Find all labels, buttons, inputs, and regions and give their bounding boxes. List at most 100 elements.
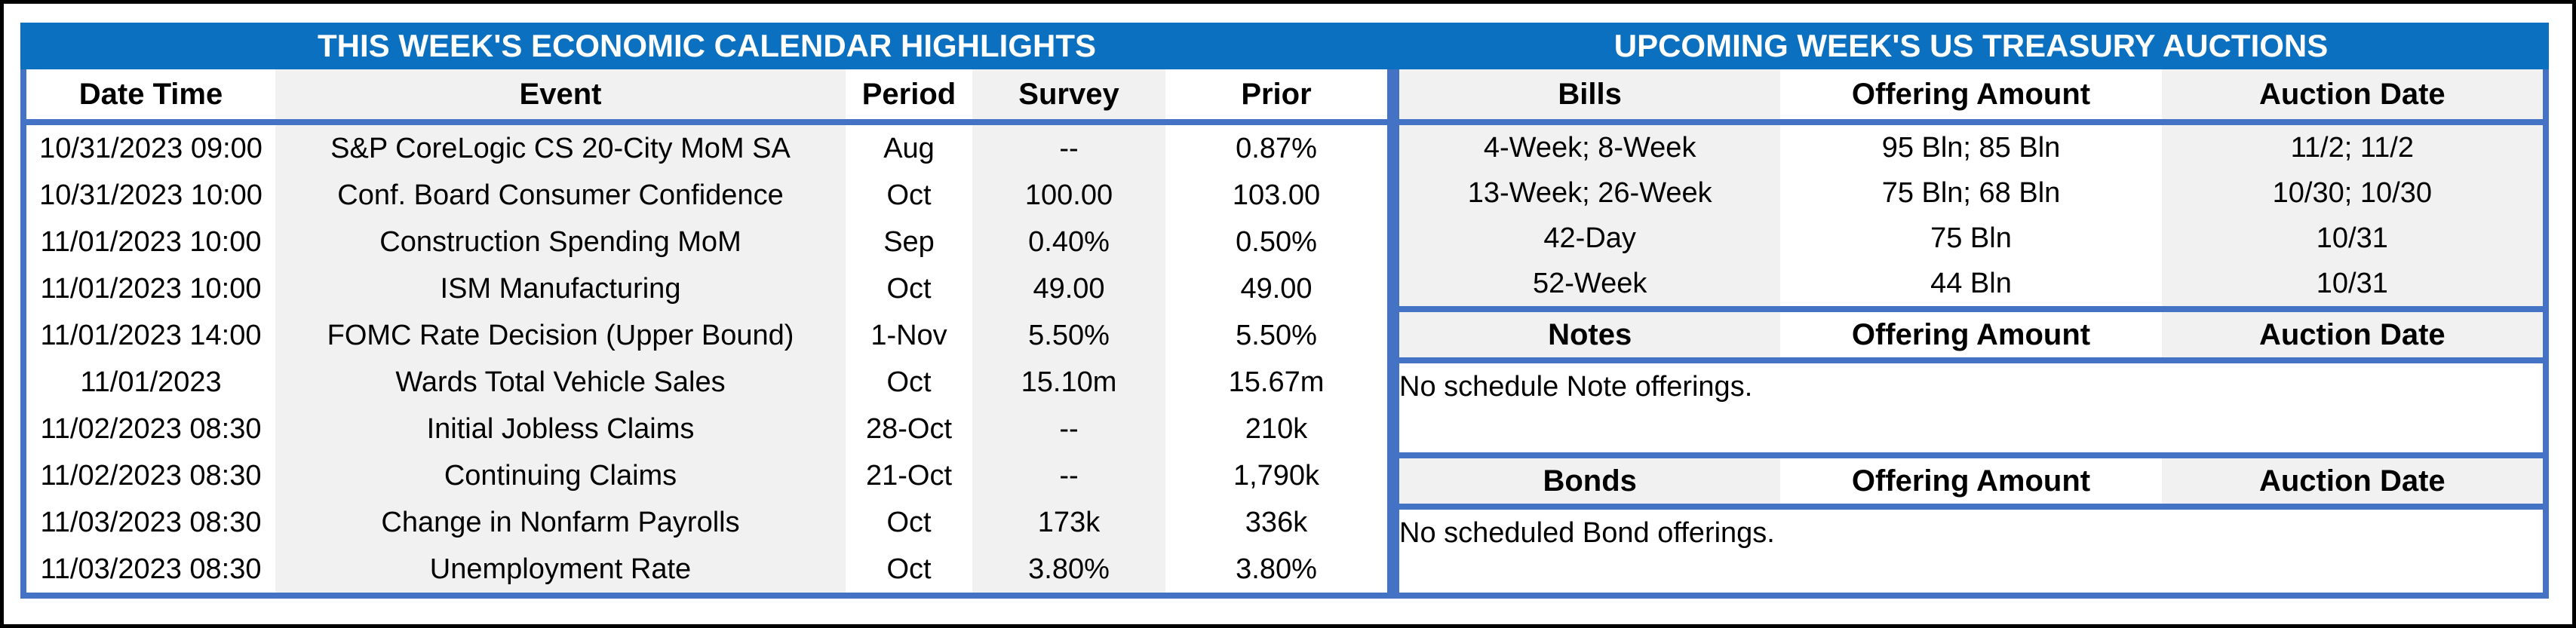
- header-divider: [1399, 119, 2543, 125]
- economic-calendar-frame: Date Time Event Period Survey Prior 10/31/20…: [20, 69, 1393, 599]
- table-cell: 5.50%: [972, 312, 1165, 359]
- table-cell: 11/01/2023 10:00: [40, 272, 262, 305]
- economic-calendar-header-row: Date Time Event Period Survey Prior: [26, 69, 1387, 119]
- table-cell: 0.50%: [1236, 225, 1317, 258]
- table-row: 13-Week; 26-Week 75 Bln; 68 Bln 10/30; 10/…: [1399, 170, 2543, 216]
- table-cell: ISM Manufacturing: [275, 265, 846, 312]
- bonds-header-row: Bonds Offering Amount Auction Date: [1399, 458, 2543, 504]
- table-row: 10/31/2023 10:00 Conf. Board Consumer Con…: [26, 172, 1387, 219]
- table-cell: 44 Bln: [1930, 267, 2012, 299]
- economic-calendar-body: 10/31/2023 09:00 S&P CoreLogic CS 20-City…: [26, 125, 1387, 593]
- table-cell: 4-Week; 8-Week: [1399, 125, 1781, 170]
- table-cell: Unemployment Rate: [275, 546, 846, 593]
- table-cell: 95 Bln; 85 Bln: [1881, 131, 2061, 164]
- table-cell: 11/03/2023 08:30: [40, 506, 262, 538]
- table-cell: 11/03/2023 08:30: [40, 553, 262, 585]
- table-cell: Sep: [883, 225, 935, 258]
- table-cell: Oct: [886, 272, 932, 305]
- table-cell: 0.87%: [1236, 132, 1317, 164]
- table-row: 11/03/2023 08:30 Change in Nonfarm Payrol…: [26, 499, 1387, 546]
- table-cell: 3.80%: [972, 546, 1165, 593]
- section-divider: [1399, 504, 2543, 510]
- table-cell: 49.00: [972, 265, 1165, 312]
- table-cell: 3.80%: [1236, 553, 1317, 585]
- table-cell: Oct: [886, 366, 932, 398]
- table-cell: 336k: [1245, 506, 1308, 538]
- table-cell: 21-Oct: [865, 459, 953, 492]
- table-cell: FOMC Rate Decision (Upper Bound): [275, 312, 846, 359]
- notes-message-row: No schedule Note offerings.: [1399, 363, 2543, 452]
- table-cell: 11/01/2023 10:00: [40, 225, 262, 258]
- table-row: 4-Week; 8-Week 95 Bln; 85 Bln 11/2; 11/2: [1399, 125, 2543, 170]
- table-cell: Oct: [886, 506, 932, 538]
- table-cell: 11/01/2023: [80, 366, 222, 398]
- table-row: 11/03/2023 08:30 Unemployment Rate Oct 3.80…: [26, 546, 1387, 593]
- table-cell: Oct: [886, 553, 932, 585]
- column-header: Survey: [972, 69, 1165, 119]
- table-cell: Conf. Board Consumer Confidence: [275, 172, 846, 219]
- section-divider: [1399, 357, 2543, 363]
- bonds-message: No scheduled Bond offerings.: [1399, 517, 1775, 549]
- table-row: 42-Day 75 Bln 10/31: [1399, 216, 2543, 261]
- table-cell: 52-Week: [1399, 261, 1781, 306]
- table-cell: 11/02/2023 08:30: [40, 459, 262, 492]
- table-cell: 10/31: [2161, 261, 2543, 306]
- table-cell: 1,790k: [1233, 459, 1320, 492]
- table-cell: 42-Day: [1399, 216, 1781, 261]
- table-cell: --: [972, 125, 1165, 172]
- column-header: Offering Amount: [1851, 77, 2091, 111]
- table-cell: 15.10m: [972, 359, 1165, 406]
- table-cell: 75 Bln: [1930, 222, 2012, 254]
- table-cell: 1-Nov: [870, 319, 947, 351]
- table-cell: Construction Spending MoM: [275, 219, 846, 265]
- empty-cell: [2162, 510, 2543, 593]
- column-header: Event: [275, 69, 846, 119]
- column-header: Prior: [1241, 77, 1312, 111]
- table-cell: 0.40%: [972, 219, 1165, 265]
- table-cell: 10/31/2023 10:00: [39, 179, 263, 211]
- table-cell: 10/30; 10/30: [2161, 170, 2543, 216]
- table-row: 11/02/2023 08:30 Continuing Claims 21-Oct -…: [26, 452, 1387, 499]
- column-header: Auction Date: [2161, 69, 2543, 119]
- table-cell: --: [972, 406, 1165, 452]
- table-cell: Aug: [883, 132, 935, 164]
- column-header: Auction Date: [2161, 458, 2543, 504]
- table-cell: 15.67m: [1228, 366, 1325, 398]
- table-row: 11/01/2023 10:00 Construction Spending Mo…: [26, 219, 1387, 265]
- table-cell: S&P CoreLogic CS 20-City MoM SA: [275, 125, 846, 172]
- table-cell: 210k: [1245, 412, 1308, 445]
- column-header: Period: [861, 77, 956, 111]
- table-cell: 103.00: [1232, 179, 1321, 211]
- empty-cell: [1780, 363, 2161, 452]
- notes-header-row: Notes Offering Amount Auction Date: [1399, 312, 2543, 357]
- table-row: 11/01/2023 Wards Total Vehicle Sales Oct 15…: [26, 359, 1387, 406]
- table-cell: 10/31/2023 09:00: [39, 132, 263, 164]
- table-row: 11/02/2023 08:30 Initial Jobless Claims 28…: [26, 406, 1387, 452]
- column-header: Date Time: [78, 77, 223, 111]
- table-cell: 100.00: [972, 172, 1165, 219]
- table-cell: Wards Total Vehicle Sales: [275, 359, 846, 406]
- economic-calendar-title: THIS WEEK'S ECONOMIC CALENDAR HIGHLIGHTS: [20, 23, 1393, 69]
- bonds-message-row: No scheduled Bond offerings.: [1399, 510, 2543, 593]
- column-header: Bills: [1399, 69, 1781, 119]
- table-cell: 49.00: [1240, 272, 1313, 305]
- table-row: 11/01/2023 10:00 ISM Manufacturing Oct 49.0…: [26, 265, 1387, 312]
- notes-message: No schedule Note offerings.: [1399, 371, 1753, 403]
- column-header: Notes: [1399, 312, 1781, 357]
- bills-body: 4-Week; 8-Week 95 Bln; 85 Bln 11/2; 11/2 13…: [1399, 125, 2543, 306]
- table-cell: --: [972, 452, 1165, 499]
- section-divider: [1399, 306, 2543, 312]
- table-cell: Oct: [886, 179, 932, 211]
- table-cell: 75 Bln; 68 Bln: [1881, 176, 2061, 209]
- table-cell: Continuing Claims: [275, 452, 846, 499]
- tables-container: THIS WEEK'S ECONOMIC CALENDAR HIGHLIGHTS…: [20, 23, 2572, 599]
- section-divider: [1399, 452, 2543, 458]
- header-divider: [26, 119, 1387, 125]
- table-cell: 173k: [972, 499, 1165, 546]
- bills-header-row: Bills Offering Amount Auction Date: [1399, 69, 2543, 119]
- column-header: Offering Amount: [1851, 317, 2091, 351]
- table-cell: 11/02/2023 08:30: [40, 412, 262, 445]
- treasury-auctions-frame: Bills Offering Amount Auction Date 4-Week;…: [1393, 69, 2549, 599]
- table-row: 11/01/2023 14:00 FOMC Rate Decision (Uppe…: [26, 312, 1387, 359]
